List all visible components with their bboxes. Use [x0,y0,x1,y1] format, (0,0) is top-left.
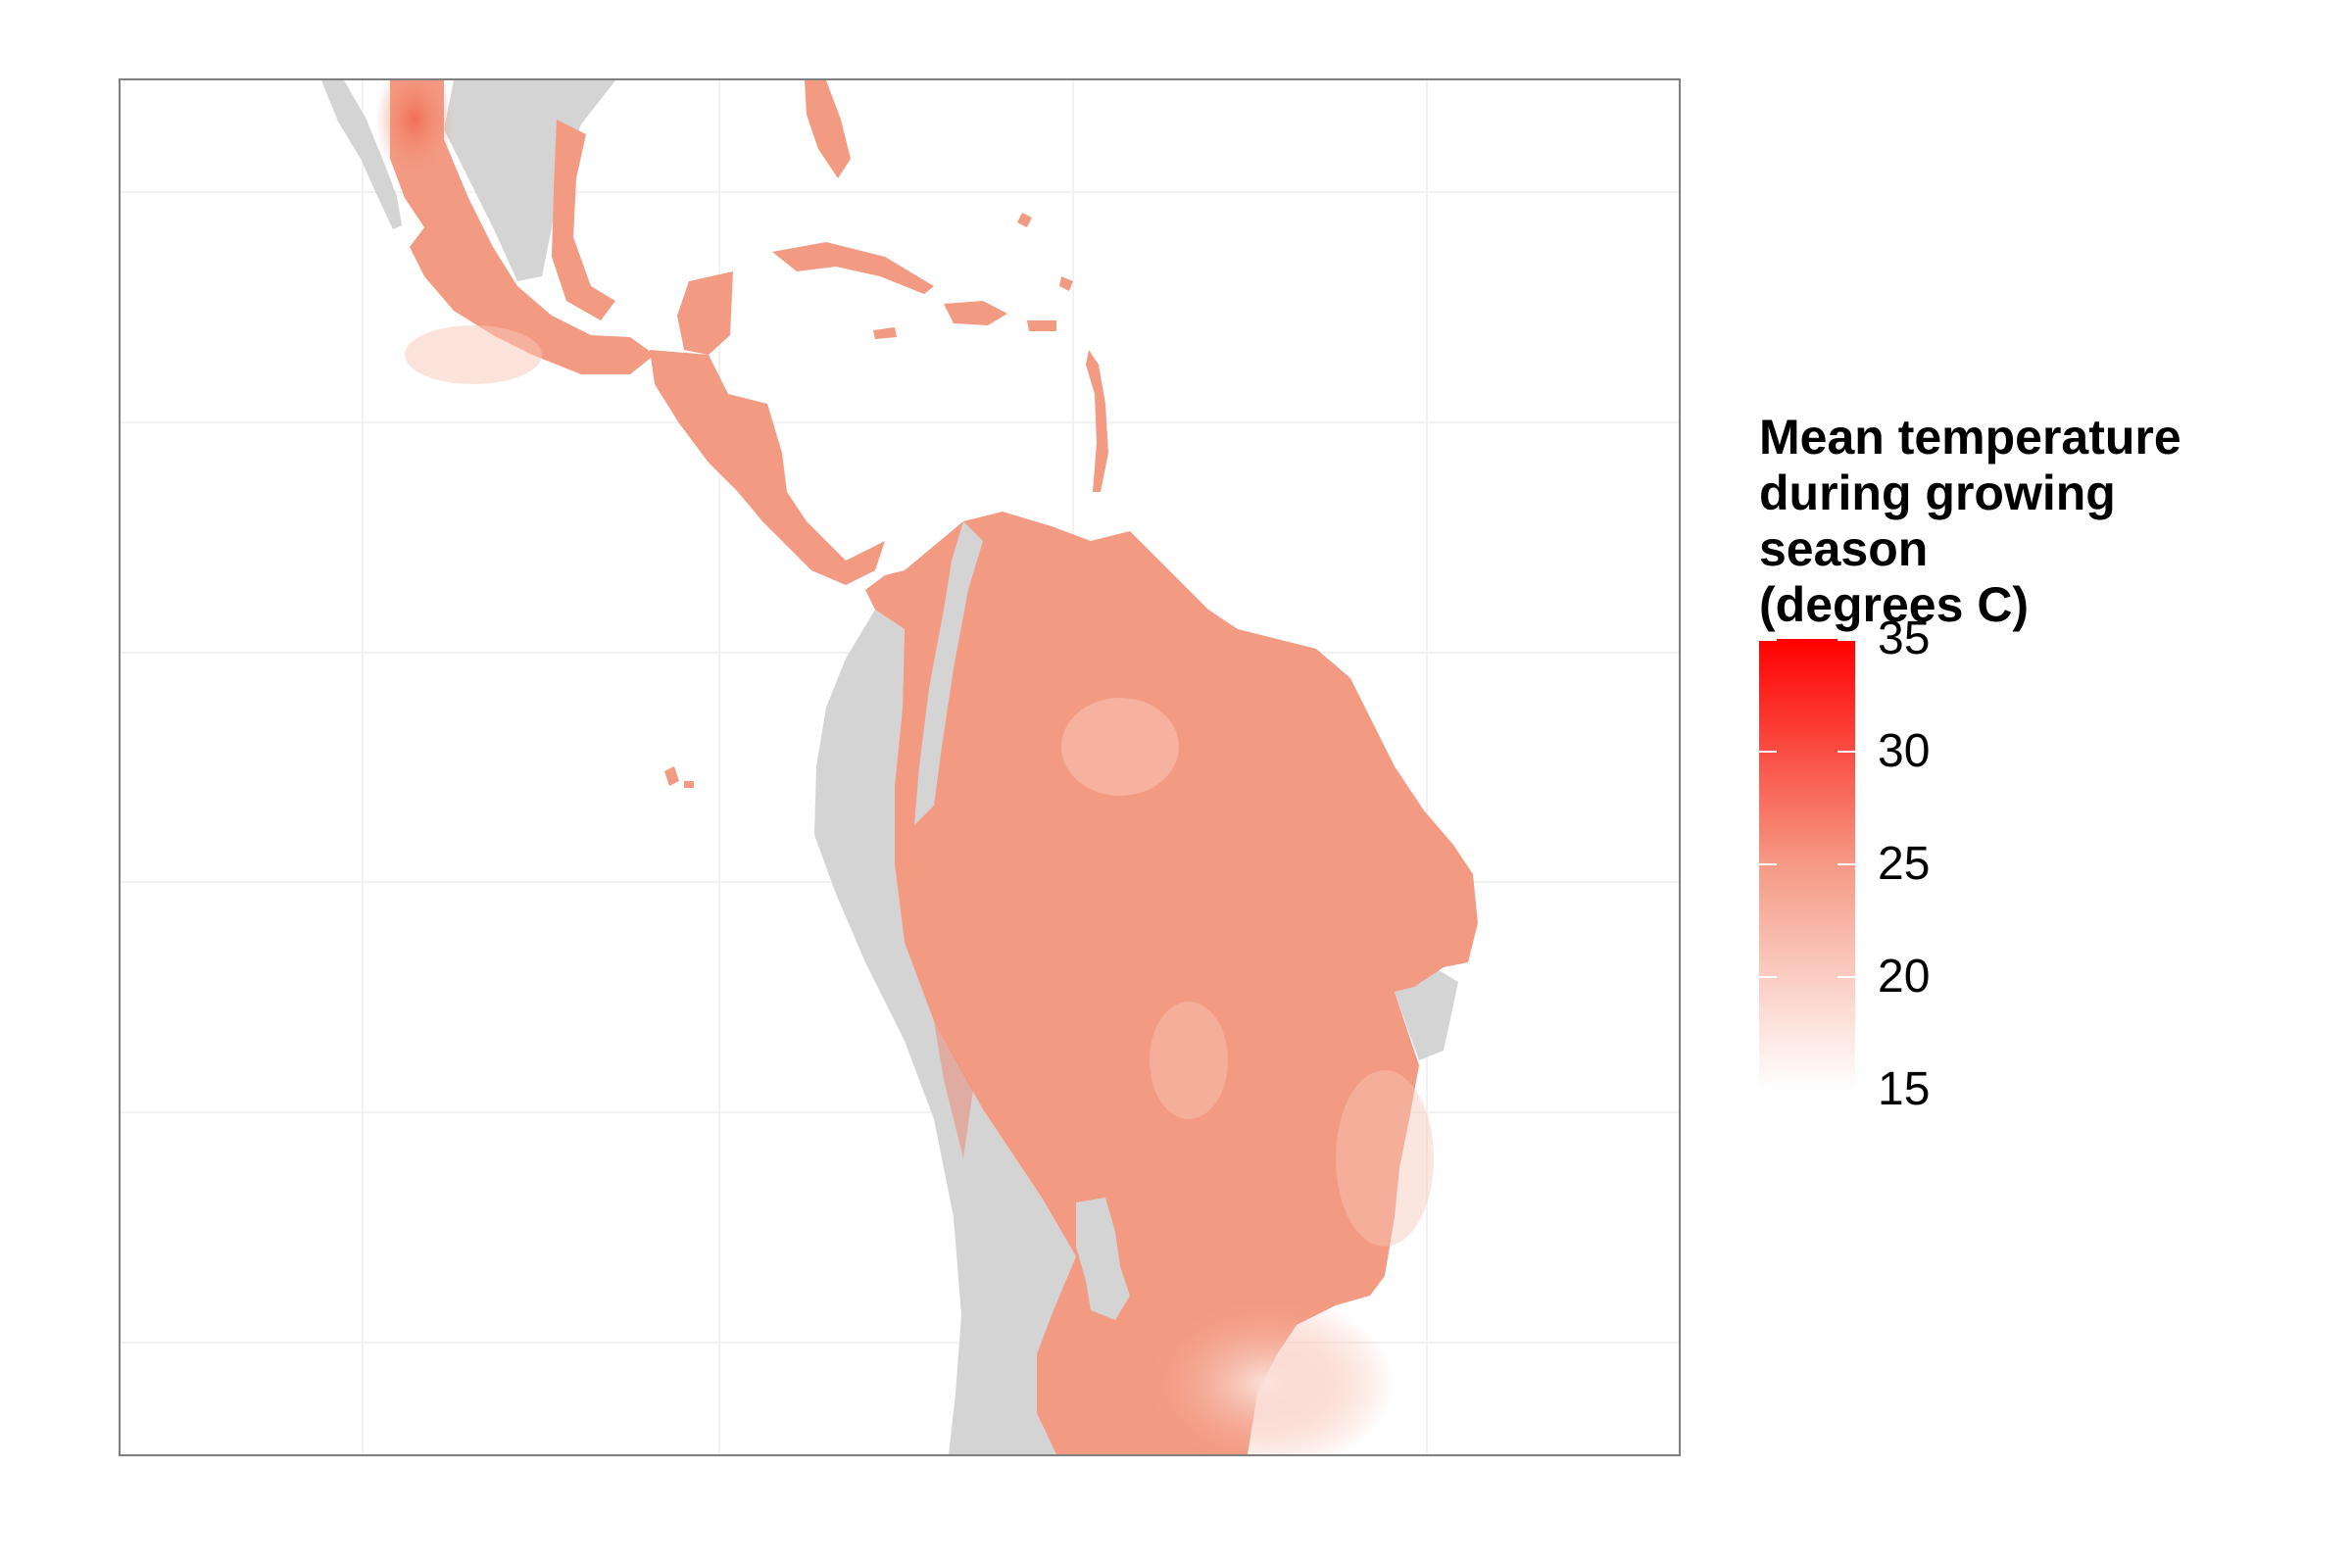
legend: Mean temperature during growing season (… [1759,410,2308,1113]
legend-title-line-2: during growing [1759,466,2116,520]
legend-tick-25: 25 [1878,838,1931,890]
highland-no-data [914,521,1130,1320]
legend-tick-15: 15 [1878,1063,1931,1115]
map-panel [119,78,1681,1456]
legend-title-line-1: Mean temperature [1759,410,2181,465]
legend-tick-30: 30 [1878,725,1931,777]
legend-tick-20: 20 [1878,951,1931,1003]
legend-colorbar [1759,639,1855,1090]
legend-tick-35: 35 [1878,612,1931,664]
temperature-map [121,80,1679,1454]
temperature-variation [375,80,1434,1454]
legend-colorbar-group: 35 30 25 20 15 [1759,615,2308,1113]
land-temperature [390,80,1478,1454]
legend-title-line-4: (degrees C) [1759,577,2030,632]
legend-title: Mean temperature during growing season (… [1759,410,2308,633]
legend-title-line-3: season [1759,521,1929,576]
